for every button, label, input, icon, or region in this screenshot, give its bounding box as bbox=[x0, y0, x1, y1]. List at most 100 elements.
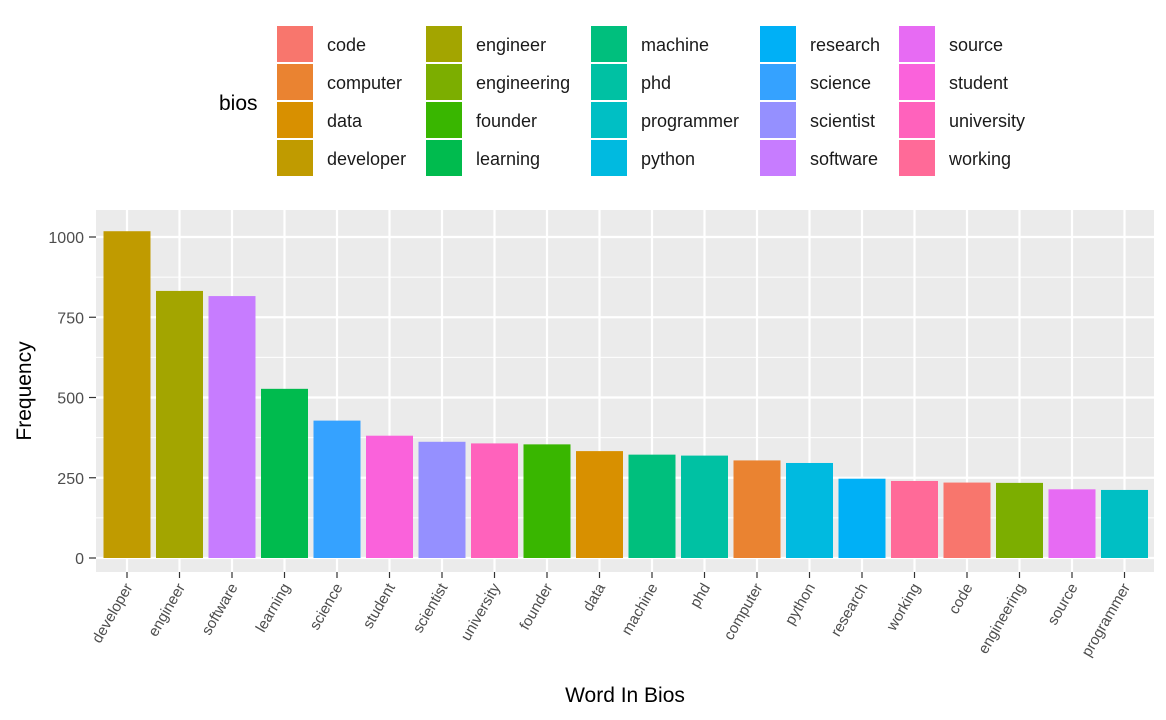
legend-label: science bbox=[810, 73, 871, 93]
bars bbox=[103, 231, 1148, 559]
bar-engineering bbox=[996, 482, 1043, 558]
legend-swatch bbox=[899, 64, 935, 100]
bar-data bbox=[576, 451, 623, 558]
legend-item-machine: machine bbox=[591, 26, 709, 62]
legend-swatch bbox=[591, 64, 627, 100]
bar-working bbox=[891, 480, 938, 558]
legend-swatch bbox=[591, 140, 627, 176]
legend-label: machine bbox=[641, 35, 709, 55]
legend-swatch bbox=[426, 26, 462, 62]
legend-item-university: university bbox=[899, 102, 1025, 138]
legend-swatch bbox=[277, 140, 313, 176]
x-tick-label-research: research bbox=[828, 581, 872, 640]
bar-learning bbox=[261, 388, 308, 558]
legend-swatch bbox=[760, 26, 796, 62]
x-tick-label-developer: developer bbox=[89, 581, 137, 647]
bar-university bbox=[471, 443, 518, 558]
legend-label: founder bbox=[476, 111, 537, 131]
legend-label: data bbox=[327, 111, 363, 131]
legend-item-python: python bbox=[591, 140, 695, 176]
x-tick-label-science: science bbox=[306, 581, 346, 634]
legend-swatch bbox=[426, 64, 462, 100]
legend-item-engineering: engineering bbox=[426, 64, 570, 100]
legend-swatch bbox=[426, 140, 462, 176]
x-tick-label-data: data bbox=[580, 580, 610, 614]
x-tick-label-source: source bbox=[1044, 581, 1081, 628]
legend-item-software: software bbox=[760, 140, 878, 176]
x-axis-title: Word In Bios bbox=[565, 684, 685, 707]
legend-swatch bbox=[760, 64, 796, 100]
legend-swatch bbox=[277, 102, 313, 138]
legend-label: engineering bbox=[476, 73, 570, 93]
legend-swatch bbox=[760, 102, 796, 138]
legend: code computer data developer engineer enginee… bbox=[277, 26, 1025, 176]
legend-label: code bbox=[327, 35, 366, 55]
x-tick-label-scientist: scientist bbox=[410, 580, 452, 636]
legend-item-engineer: engineer bbox=[426, 26, 546, 62]
legend-label: software bbox=[810, 149, 878, 169]
bar-machine bbox=[628, 454, 676, 558]
bar-research bbox=[838, 478, 886, 558]
y-axis-title: Frequency bbox=[13, 341, 36, 441]
legend-item-science: science bbox=[760, 64, 871, 100]
legend-item-learning: learning bbox=[426, 140, 540, 176]
x-tick-label-student: student bbox=[360, 580, 400, 632]
x-tick-label-computer: computer bbox=[720, 580, 766, 643]
bar-founder bbox=[523, 444, 571, 558]
legend-item-source: source bbox=[899, 26, 1003, 62]
legend-label: research bbox=[810, 35, 880, 55]
x-tick-label-software: software bbox=[198, 581, 241, 639]
legend-swatch bbox=[426, 102, 462, 138]
y-tick-label: 500 bbox=[57, 391, 84, 408]
legend-label: learning bbox=[476, 149, 540, 169]
legend-item-working: working bbox=[899, 140, 1011, 176]
legend-swatch bbox=[277, 26, 313, 62]
legend-swatch bbox=[899, 26, 935, 62]
legend-item-scientist: scientist bbox=[760, 102, 875, 138]
x-tick-label-working: working bbox=[883, 581, 924, 635]
bar-programmer bbox=[1101, 489, 1148, 558]
x-tick-label-engineering: engineering bbox=[975, 581, 1029, 657]
x-tick-label-code: code bbox=[945, 581, 976, 618]
x-tick-label-engineer: engineer bbox=[145, 581, 189, 640]
legend-item-developer: developer bbox=[277, 140, 406, 176]
x-tick-label-university: university bbox=[458, 580, 505, 644]
legend-swatch bbox=[591, 102, 627, 138]
bar-software bbox=[208, 296, 256, 558]
legend-swatch bbox=[760, 140, 796, 176]
bar-developer bbox=[103, 231, 151, 559]
bar-science bbox=[313, 420, 361, 558]
legend-swatch bbox=[899, 140, 935, 176]
legend-label: developer bbox=[327, 149, 406, 169]
x-axis: developer engineer software learning science… bbox=[89, 572, 1134, 660]
x-tick-label-python: python bbox=[782, 581, 819, 629]
y-axis: 0 250 500 750 1000 bbox=[48, 230, 96, 568]
legend-label: python bbox=[641, 149, 695, 169]
legend-title: bios bbox=[219, 92, 258, 115]
bar-python bbox=[786, 462, 833, 558]
legend-label: computer bbox=[327, 73, 402, 93]
legend-label: engineer bbox=[476, 35, 546, 55]
x-tick-label-learning: learning bbox=[253, 581, 294, 636]
y-tick-label: 0 bbox=[75, 551, 84, 568]
y-tick-label: 750 bbox=[57, 310, 84, 327]
y-tick-label: 1000 bbox=[48, 230, 84, 247]
bar-engineer bbox=[156, 290, 203, 558]
legend-item-code: code bbox=[277, 26, 366, 62]
legend-item-research: research bbox=[760, 26, 880, 62]
bar-scientist bbox=[418, 441, 466, 558]
legend-item-founder: founder bbox=[426, 102, 537, 138]
bar-phd bbox=[681, 455, 728, 558]
legend-label: programmer bbox=[641, 111, 739, 131]
bar-source bbox=[1048, 489, 1096, 558]
legend-label: scientist bbox=[810, 111, 875, 131]
bar-computer bbox=[733, 460, 781, 558]
legend-swatch bbox=[277, 64, 313, 100]
legend-label: university bbox=[949, 111, 1025, 131]
legend-label: source bbox=[949, 35, 1003, 55]
bar-student bbox=[366, 435, 413, 558]
legend-label: student bbox=[949, 73, 1008, 93]
legend-swatch bbox=[899, 102, 935, 138]
x-tick-label-phd: phd bbox=[687, 581, 714, 611]
